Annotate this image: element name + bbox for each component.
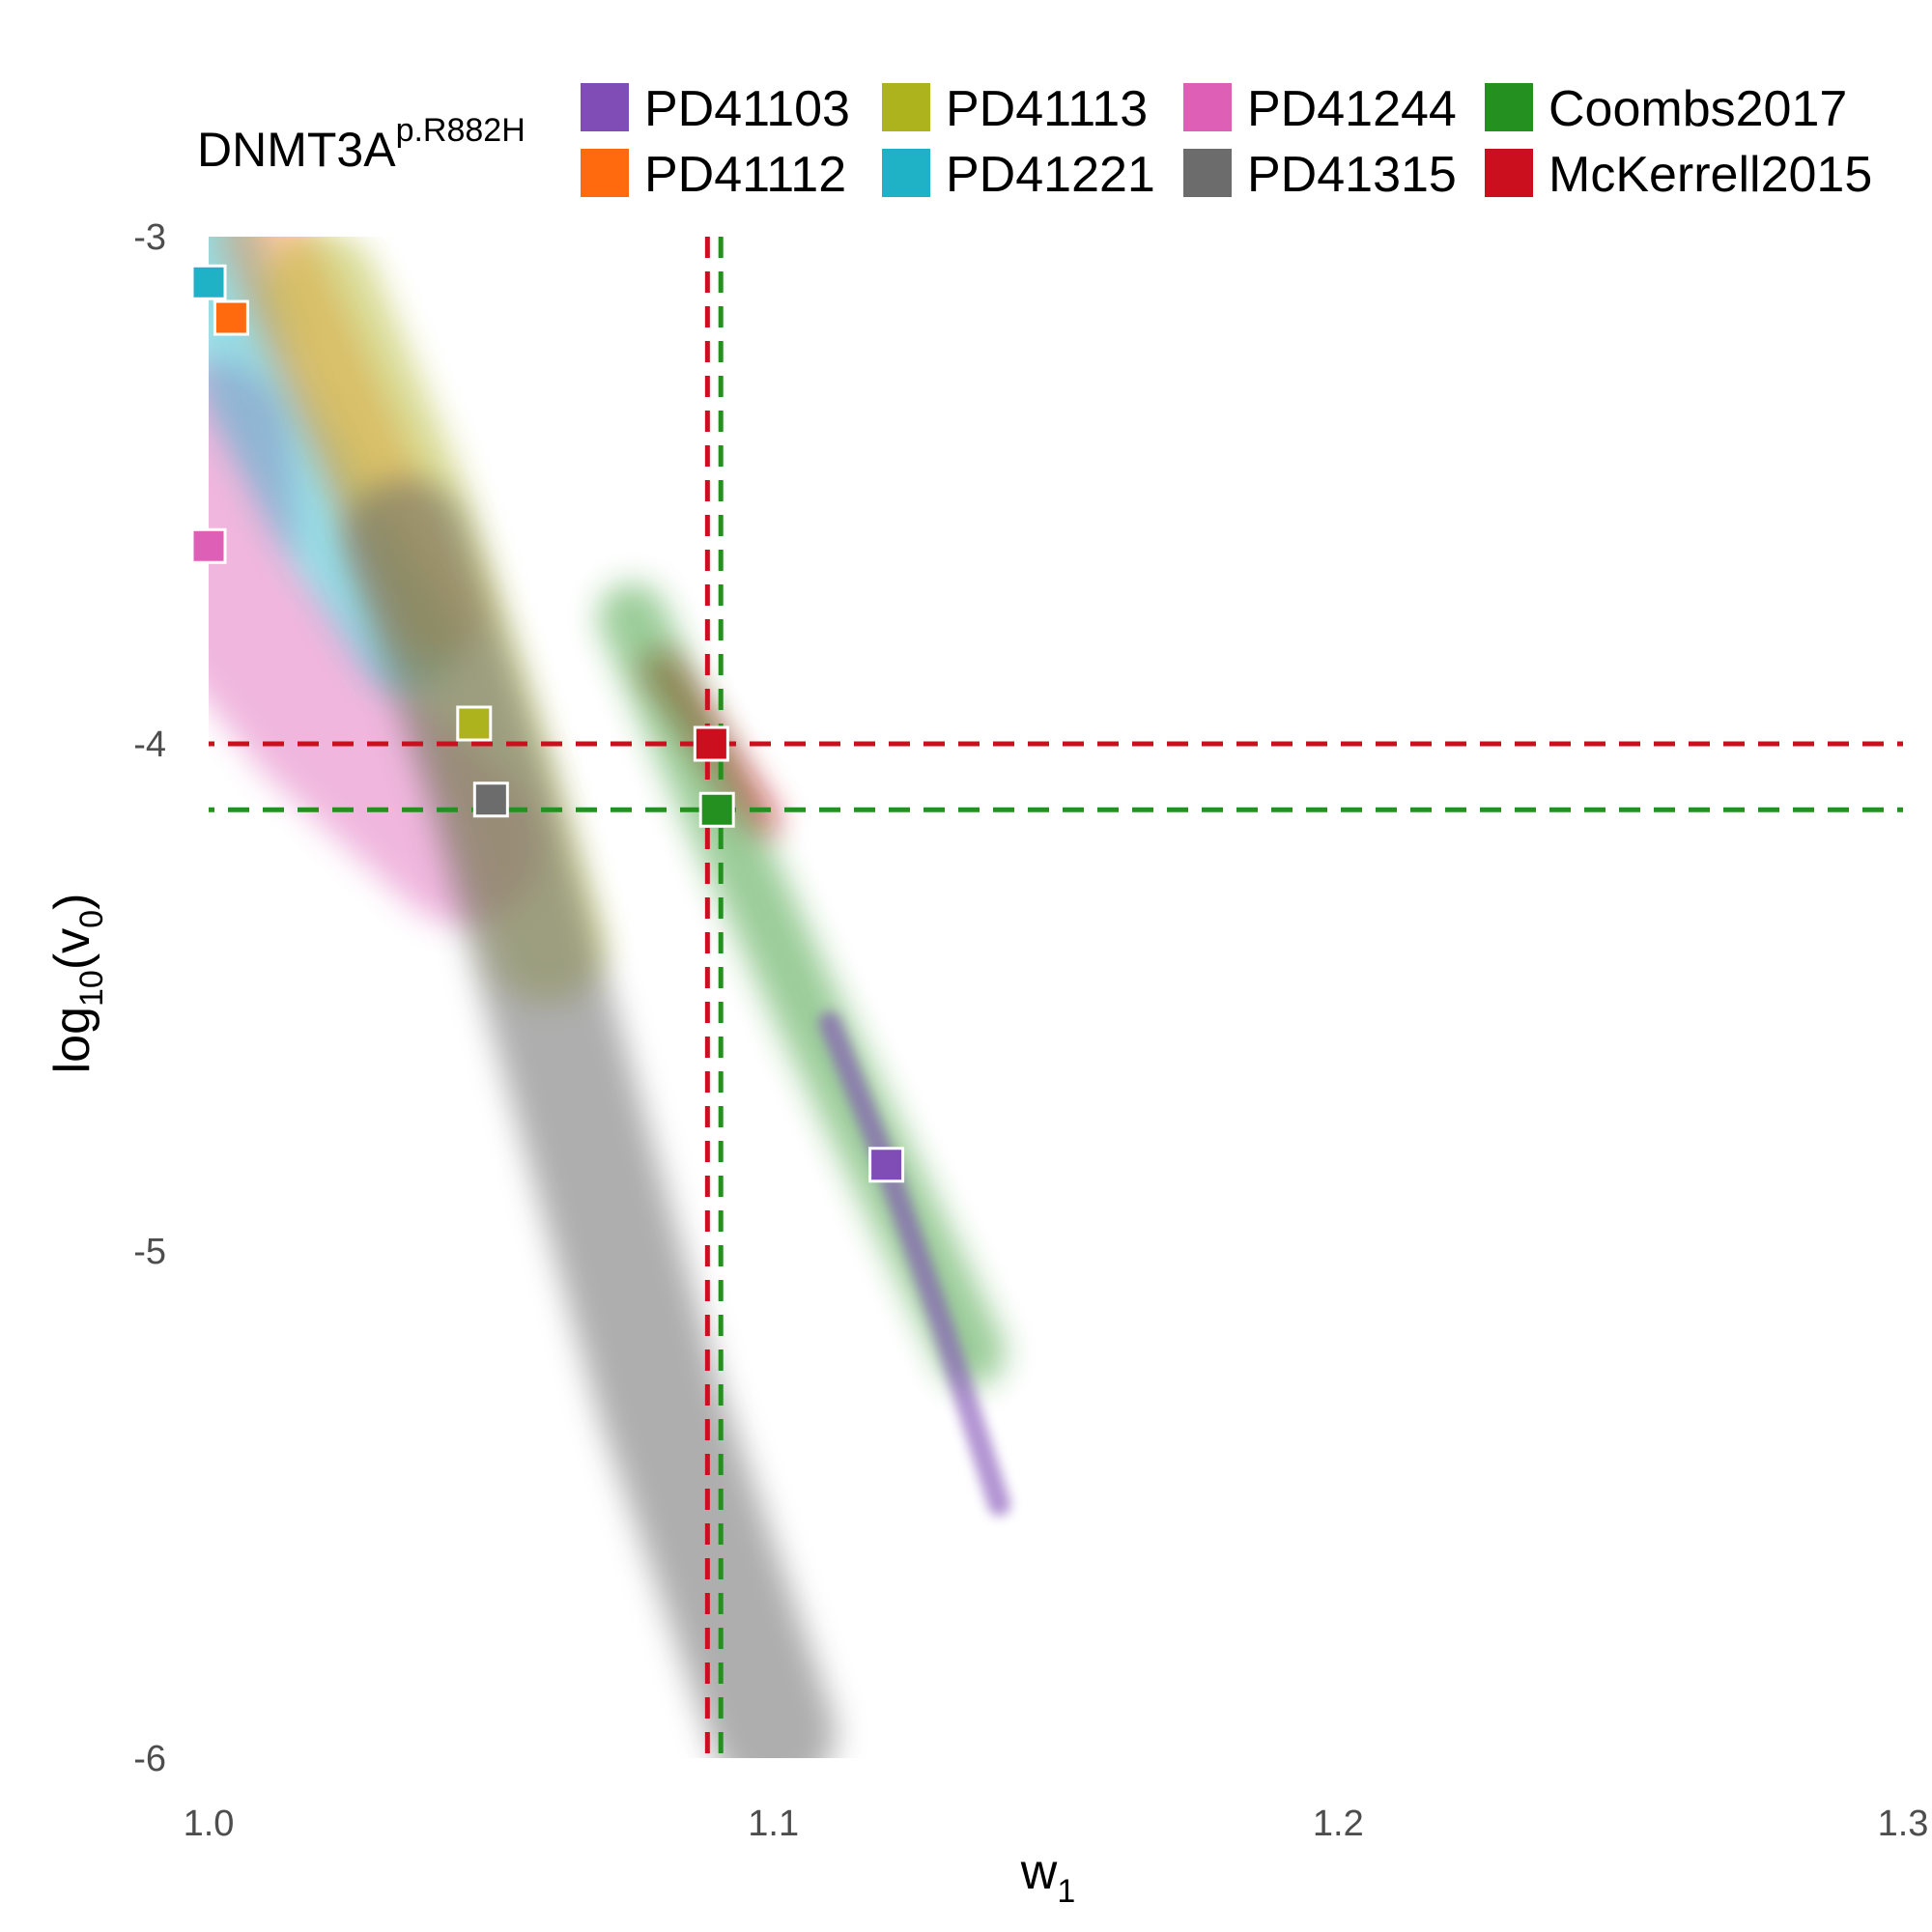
legend-entries: PD41103 PD41113 PD41244 Coombs2017 PD41112 PD… [581, 81, 1872, 203]
legend-item-mckerrell2015: McKerrell2015 [1485, 147, 1872, 203]
legend-item-coombs2017: Coombs2017 [1485, 81, 1847, 137]
point-pd41112 [213, 299, 249, 336]
y-axis-title-mid-sub: 0 [73, 910, 110, 928]
y-tick-label: -6 [133, 1739, 166, 1779]
legend-title-main: DNMT3A [197, 123, 396, 177]
x-axis-title-main: w [1020, 1844, 1058, 1900]
x-axis: 1.0 1.1 1.2 1.3 [184, 1804, 1929, 1844]
point-coombs2017 [698, 791, 735, 828]
x-tick-label: 1.3 [1878, 1804, 1929, 1844]
legend-label-pd41113: PD41113 [946, 81, 1148, 137]
legend-item-pd41103: PD41103 [581, 81, 850, 137]
legend-label-pd41221: PD41221 [946, 147, 1155, 203]
point-pd41315 [472, 781, 509, 818]
data-points [190, 264, 905, 1183]
x-axis-title-sub: 1 [1057, 1873, 1075, 1910]
plot-area [209, 237, 1903, 1758]
point-pd41221 [190, 264, 227, 300]
legend-swatch-pd41221 [882, 149, 930, 197]
point-pd41244 [190, 527, 227, 564]
legend-swatch-pd41113 [882, 83, 930, 131]
x-tick-label: 1.1 [748, 1804, 799, 1844]
legend-label-pd41315: PD41315 [1247, 147, 1457, 203]
y-tick-label: -4 [133, 724, 166, 765]
density-band-pd41244 [209, 360, 542, 924]
legend-item-pd41112: PD41112 [581, 147, 846, 203]
legend-item-pd41244: PD41244 [1183, 81, 1457, 137]
y-tick-label: -5 [133, 1232, 166, 1272]
y-axis-title-mid: (v [44, 928, 100, 970]
legend-swatch-mckerrell2015 [1485, 149, 1533, 197]
legend-label-mckerrell2015: McKerrell2015 [1548, 147, 1872, 203]
density-band-pd41103 [818, 1011, 1011, 1517]
y-axis-title: log10(v0) [44, 894, 110, 1074]
x-tick-label: 1.2 [1313, 1804, 1364, 1844]
y-tick-label: -3 [133, 217, 166, 258]
x-axis-title: w1 [1020, 1844, 1075, 1910]
point-pd41103 [868, 1147, 905, 1183]
density-bands [209, 237, 1011, 1758]
legend-swatch-pd41103 [581, 83, 629, 131]
y-axis-title-pre-sub: 10 [73, 970, 110, 1007]
legend-label-coombs2017: Coombs2017 [1548, 81, 1847, 137]
legend-swatch-pd41112 [581, 149, 629, 197]
legend-swatch-pd41244 [1183, 83, 1232, 131]
legend-label-pd41244: PD41244 [1247, 81, 1457, 137]
legend-label-pd41112: PD41112 [644, 147, 846, 203]
legend-item-pd41221: PD41221 [882, 147, 1155, 203]
legend-title-sup: p.R882H [396, 112, 526, 149]
x-tick-label: 1.0 [184, 1804, 235, 1844]
legend-title: DNMT3Ap.R882H [197, 112, 526, 177]
y-axis-title-pre: log [44, 1007, 100, 1073]
point-pd41113 [456, 705, 493, 742]
legend: DNMT3Ap.R882H PD41103 PD41113 PD41244 Coomb… [197, 81, 1872, 203]
point-mckerrell2015 [693, 725, 729, 762]
y-axis: -3 -4 -5 -6 [133, 217, 166, 1779]
legend-swatch-pd41315 [1183, 149, 1232, 197]
y-axis-title-post: ) [44, 894, 100, 910]
legend-swatch-coombs2017 [1485, 83, 1533, 131]
legend-item-pd41315: PD41315 [1183, 147, 1457, 203]
legend-item-pd41113: PD41113 [882, 81, 1148, 137]
legend-label-pd41103: PD41103 [644, 81, 850, 137]
